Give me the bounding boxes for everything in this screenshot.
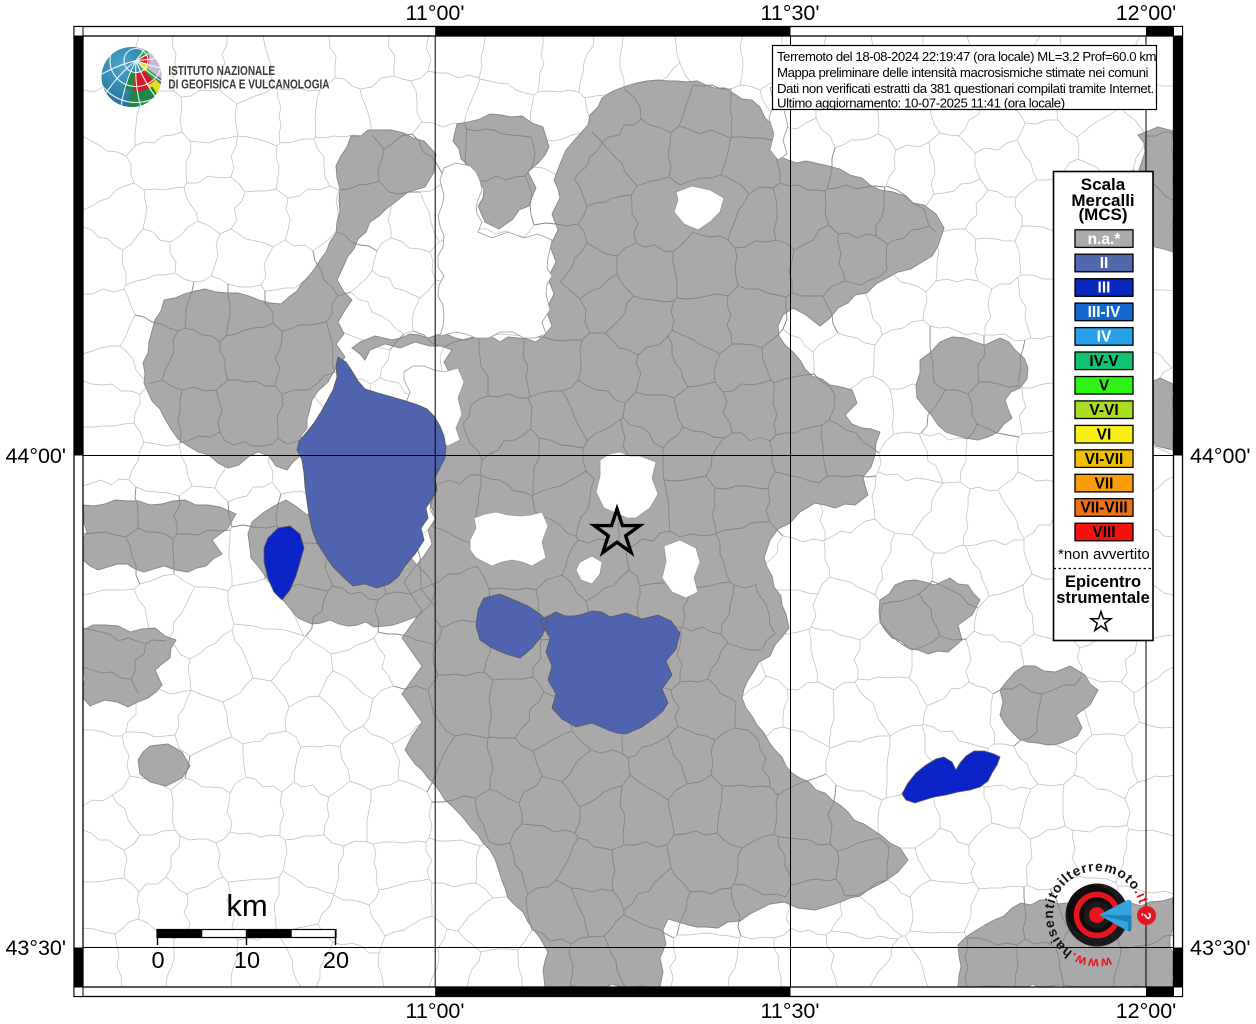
svg-text:11°00': 11°00' (406, 1, 465, 25)
svg-text:(MCS): (MCS) (1078, 205, 1127, 224)
svg-text:11°30': 11°30' (761, 999, 820, 1023)
svg-text:Mappa preliminare delle intens: Mappa preliminare delle intensità macros… (777, 65, 1148, 80)
svg-text:*non avvertito: *non avvertito (1058, 546, 1150, 563)
svg-text:?: ? (1138, 910, 1154, 921)
svg-text:V: V (1099, 378, 1110, 395)
svg-text:n.a.*: n.a.* (1088, 231, 1122, 248)
svg-text:Ultimo aggiornamento: 10-07-20: Ultimo aggiornamento: 10-07-2025 11:41 (… (777, 96, 1065, 111)
svg-text:VII-VIII: VII-VIII (1080, 500, 1127, 517)
svg-text:43°30': 43°30' (1190, 936, 1251, 960)
svg-text:12°00': 12°00' (1116, 1, 1177, 25)
svg-text:43°30': 43°30' (5, 936, 66, 960)
svg-text:Scala: Scala (1081, 175, 1126, 194)
svg-text:IV-V: IV-V (1089, 353, 1119, 370)
svg-text:VII: VII (1095, 475, 1114, 492)
svg-text:III: III (1098, 280, 1111, 297)
svg-text:Terremoto del 18-08-2024 22:19: Terremoto del 18-08-2024 22:19:47 (ora l… (777, 49, 1157, 64)
svg-text:11°30': 11°30' (761, 1, 820, 25)
svg-text:ISTITUTO NAZIONALE: ISTITUTO NAZIONALE (168, 64, 275, 79)
svg-text:II: II (1100, 255, 1109, 272)
svg-text:km: km (226, 888, 267, 923)
svg-text:DI GEOFISICA E VULCANOLOGIA: DI GEOFISICA E VULCANOLOGIA (168, 77, 330, 92)
svg-text:12°00': 12°00' (1116, 999, 1177, 1023)
svg-text:44°00': 44°00' (1190, 444, 1251, 468)
svg-text:20: 20 (323, 947, 349, 973)
svg-text:11°00': 11°00' (406, 999, 465, 1023)
svg-text:Mercalli: Mercalli (1071, 191, 1134, 210)
svg-text:VI: VI (1097, 426, 1112, 443)
svg-text:0: 0 (151, 947, 164, 973)
svg-text:VIII: VIII (1092, 524, 1115, 541)
svg-text:Epicentro: Epicentro (1065, 573, 1141, 591)
svg-text:10: 10 (234, 947, 260, 973)
svg-text:VI-VII: VI-VII (1085, 451, 1124, 468)
svg-text:IV: IV (1097, 329, 1112, 346)
svg-text:strumentale: strumentale (1056, 589, 1150, 607)
svg-text:III-IV: III-IV (1088, 304, 1121, 321)
svg-text:44°00': 44°00' (5, 444, 66, 468)
svg-text:Dati non verificati estratti d: Dati non verificati estratti da 381 ques… (777, 81, 1154, 96)
svg-text:V-VI: V-VI (1089, 402, 1118, 419)
